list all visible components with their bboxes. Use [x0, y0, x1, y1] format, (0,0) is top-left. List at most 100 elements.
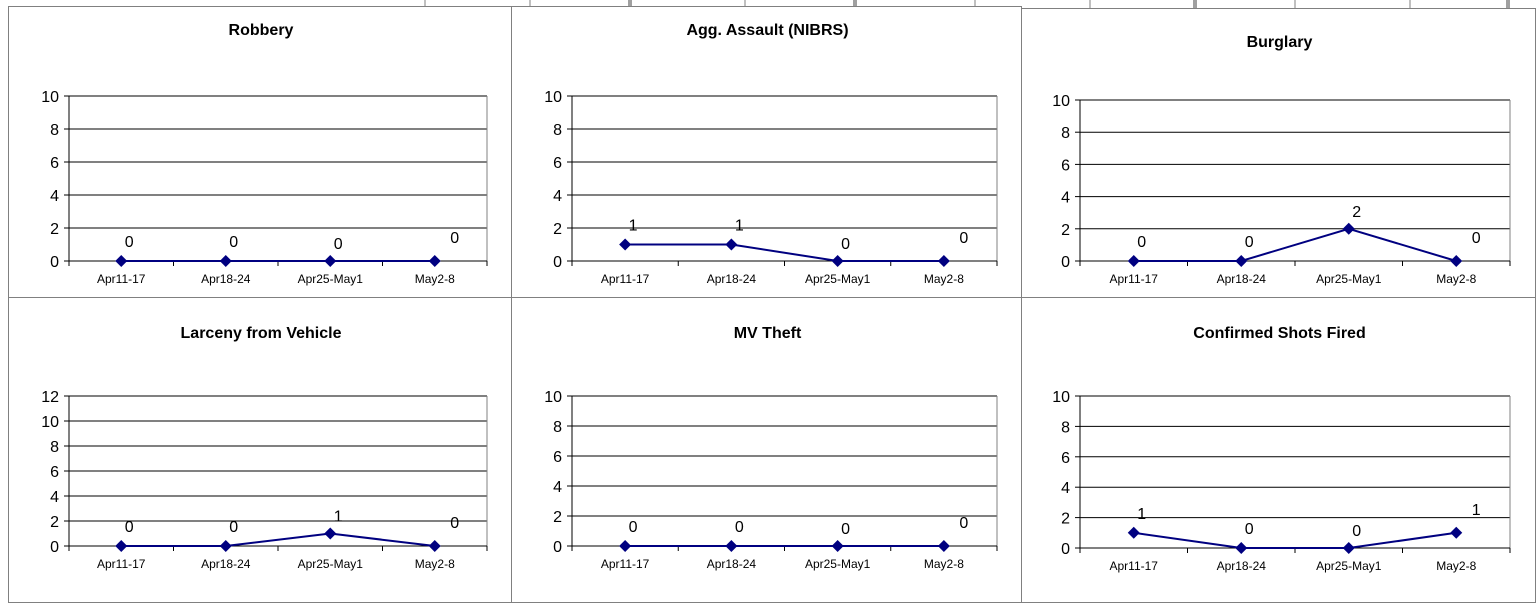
data-point-marker [619, 238, 632, 251]
chart-panel-confirmed-shots-fired: Confirmed Shots Fired 0 2 4 6 8 10 Apr11-17 Apr1… [1021, 297, 1536, 603]
x-tick-label: Apr25-May1 [298, 272, 364, 286]
y-tick-label: 6 [50, 155, 59, 172]
chart-title: Larceny from Vehicle [181, 325, 342, 342]
data-label: 0 [841, 521, 850, 538]
y-tick-label: 10 [1052, 93, 1070, 110]
data-point-marker [219, 540, 232, 552]
data-label: 0 [125, 234, 134, 251]
x-tick-label: May2-8 [1436, 559, 1476, 573]
y-tick-label: 4 [553, 479, 562, 496]
y-tick-label: 2 [553, 221, 562, 238]
y-tick-label: 0 [1061, 254, 1070, 271]
x-tick-label: Apr11-17 [601, 272, 650, 286]
data-label: 0 [450, 230, 459, 247]
x-tick-label: May2-8 [924, 272, 964, 286]
y-tick-label: 0 [50, 254, 59, 271]
x-tick-label: Apr18-24 [201, 272, 251, 286]
y-tick-label: 8 [50, 439, 59, 456]
x-tick-label: Apr18-24 [1217, 272, 1267, 286]
x-tick-label: Apr11-17 [1110, 559, 1159, 573]
chart-panel-mv-theft: MV Theft 0 2 4 6 8 10 Apr11-17 Apr18-24 Apr25-May… [511, 297, 1022, 603]
data-label: 0 [1352, 523, 1361, 540]
data-point-marker [725, 540, 738, 552]
data-point-marker [115, 255, 128, 267]
x-tick-label: Apr11-17 [97, 557, 146, 571]
x-tick-label: Apr11-17 [601, 557, 650, 571]
y-tick-label: 10 [1052, 389, 1070, 406]
data-point-marker [1127, 255, 1140, 267]
x-tick-label: Apr18-24 [707, 272, 757, 286]
data-label: 0 [1245, 521, 1254, 538]
chart-panel-burglary: Burglary 0 2 4 6 8 10 Apr11-17 Apr18-24 Apr25-May… [1021, 8, 1536, 298]
data-point-marker [1342, 542, 1355, 554]
data-point-marker [428, 255, 441, 267]
data-point-marker [1235, 542, 1248, 554]
data-label: 0 [1472, 230, 1481, 247]
y-tick-label: 2 [50, 221, 59, 238]
x-tick-label: May2-8 [415, 557, 455, 571]
chart-title: MV Theft [734, 325, 802, 342]
chart-panel-robbery: Robbery 0 2 4 6 8 10 Apr11-17 Apr18-24 Apr25-May1… [8, 6, 512, 298]
y-tick-label: 2 [50, 514, 59, 531]
data-label: 0 [959, 230, 968, 247]
chart-robbery: Robbery 0 2 4 6 8 10 Apr11-17 Apr18-24 Apr25-May1… [41, 22, 488, 286]
y-tick-label: 12 [41, 389, 59, 406]
y-tick-label: 10 [544, 89, 562, 106]
data-label: 0 [735, 519, 744, 536]
chart-title: Robbery [229, 22, 294, 39]
x-tick-label: Apr11-17 [1110, 272, 1159, 286]
x-tick-label: Apr25-May1 [298, 557, 364, 571]
data-label: 0 [1245, 234, 1254, 251]
data-point-marker [1450, 255, 1463, 267]
data-point-marker [1235, 255, 1248, 267]
y-tick-label: 8 [1061, 125, 1070, 142]
data-point-marker [937, 255, 950, 267]
y-tick-label: 0 [50, 539, 59, 556]
y-tick-label: 6 [553, 449, 562, 466]
y-tick-label: 8 [1061, 419, 1070, 436]
y-tick-label: 10 [41, 89, 59, 106]
data-point-marker [725, 238, 738, 251]
series-line [1133, 531, 1457, 549]
data-point-marker [1450, 526, 1463, 539]
x-tick-label: Apr25-May1 [1316, 559, 1382, 573]
chart-title: Burglary [1247, 34, 1313, 51]
data-point-marker [324, 527, 337, 540]
data-point-marker [428, 540, 441, 552]
data-label: 1 [1472, 502, 1481, 519]
y-tick-label: 2 [1061, 511, 1070, 528]
chart-panel-larceny-from-vehicle: Larceny from Vehicle 0 2 4 6 8 10 12 Apr11-17 Apr… [8, 297, 512, 603]
data-label: 0 [841, 236, 850, 253]
data-point-marker [1127, 526, 1140, 539]
x-tick-label: May2-8 [924, 557, 964, 571]
data-point-marker [115, 540, 128, 552]
data-label: 0 [229, 519, 238, 536]
data-point-marker [831, 255, 844, 267]
y-tick-label: 2 [1061, 222, 1070, 239]
data-label: 1 [1137, 506, 1146, 523]
data-label: 1 [735, 218, 744, 235]
y-tick-label: 4 [50, 188, 59, 205]
y-tick-label: 0 [553, 254, 562, 271]
data-label: 1 [334, 509, 343, 526]
x-tick-label: Apr18-24 [1217, 559, 1267, 573]
data-label: 0 [450, 515, 459, 532]
data-label: 0 [959, 515, 968, 532]
y-tick-label: 8 [553, 419, 562, 436]
x-tick-label: Apr18-24 [201, 557, 251, 571]
data-label: 1 [629, 218, 638, 235]
data-point-marker [619, 540, 632, 552]
y-tick-label: 4 [50, 489, 59, 506]
chart-burglary: Burglary 0 2 4 6 8 10 Apr11-17 Apr18-24 Apr25-May… [1052, 34, 1511, 286]
x-tick-label: May2-8 [1436, 272, 1476, 286]
y-tick-label: 4 [1061, 190, 1070, 207]
x-tick-label: Apr11-17 [97, 272, 146, 286]
y-tick-label: 8 [553, 122, 562, 139]
data-point-marker [219, 255, 232, 267]
chart-mv-theft: MV Theft 0 2 4 6 8 10 Apr11-17 Apr18-24 Apr25-May… [544, 325, 998, 571]
x-tick-label: May2-8 [415, 272, 455, 286]
data-point-marker [831, 540, 844, 552]
